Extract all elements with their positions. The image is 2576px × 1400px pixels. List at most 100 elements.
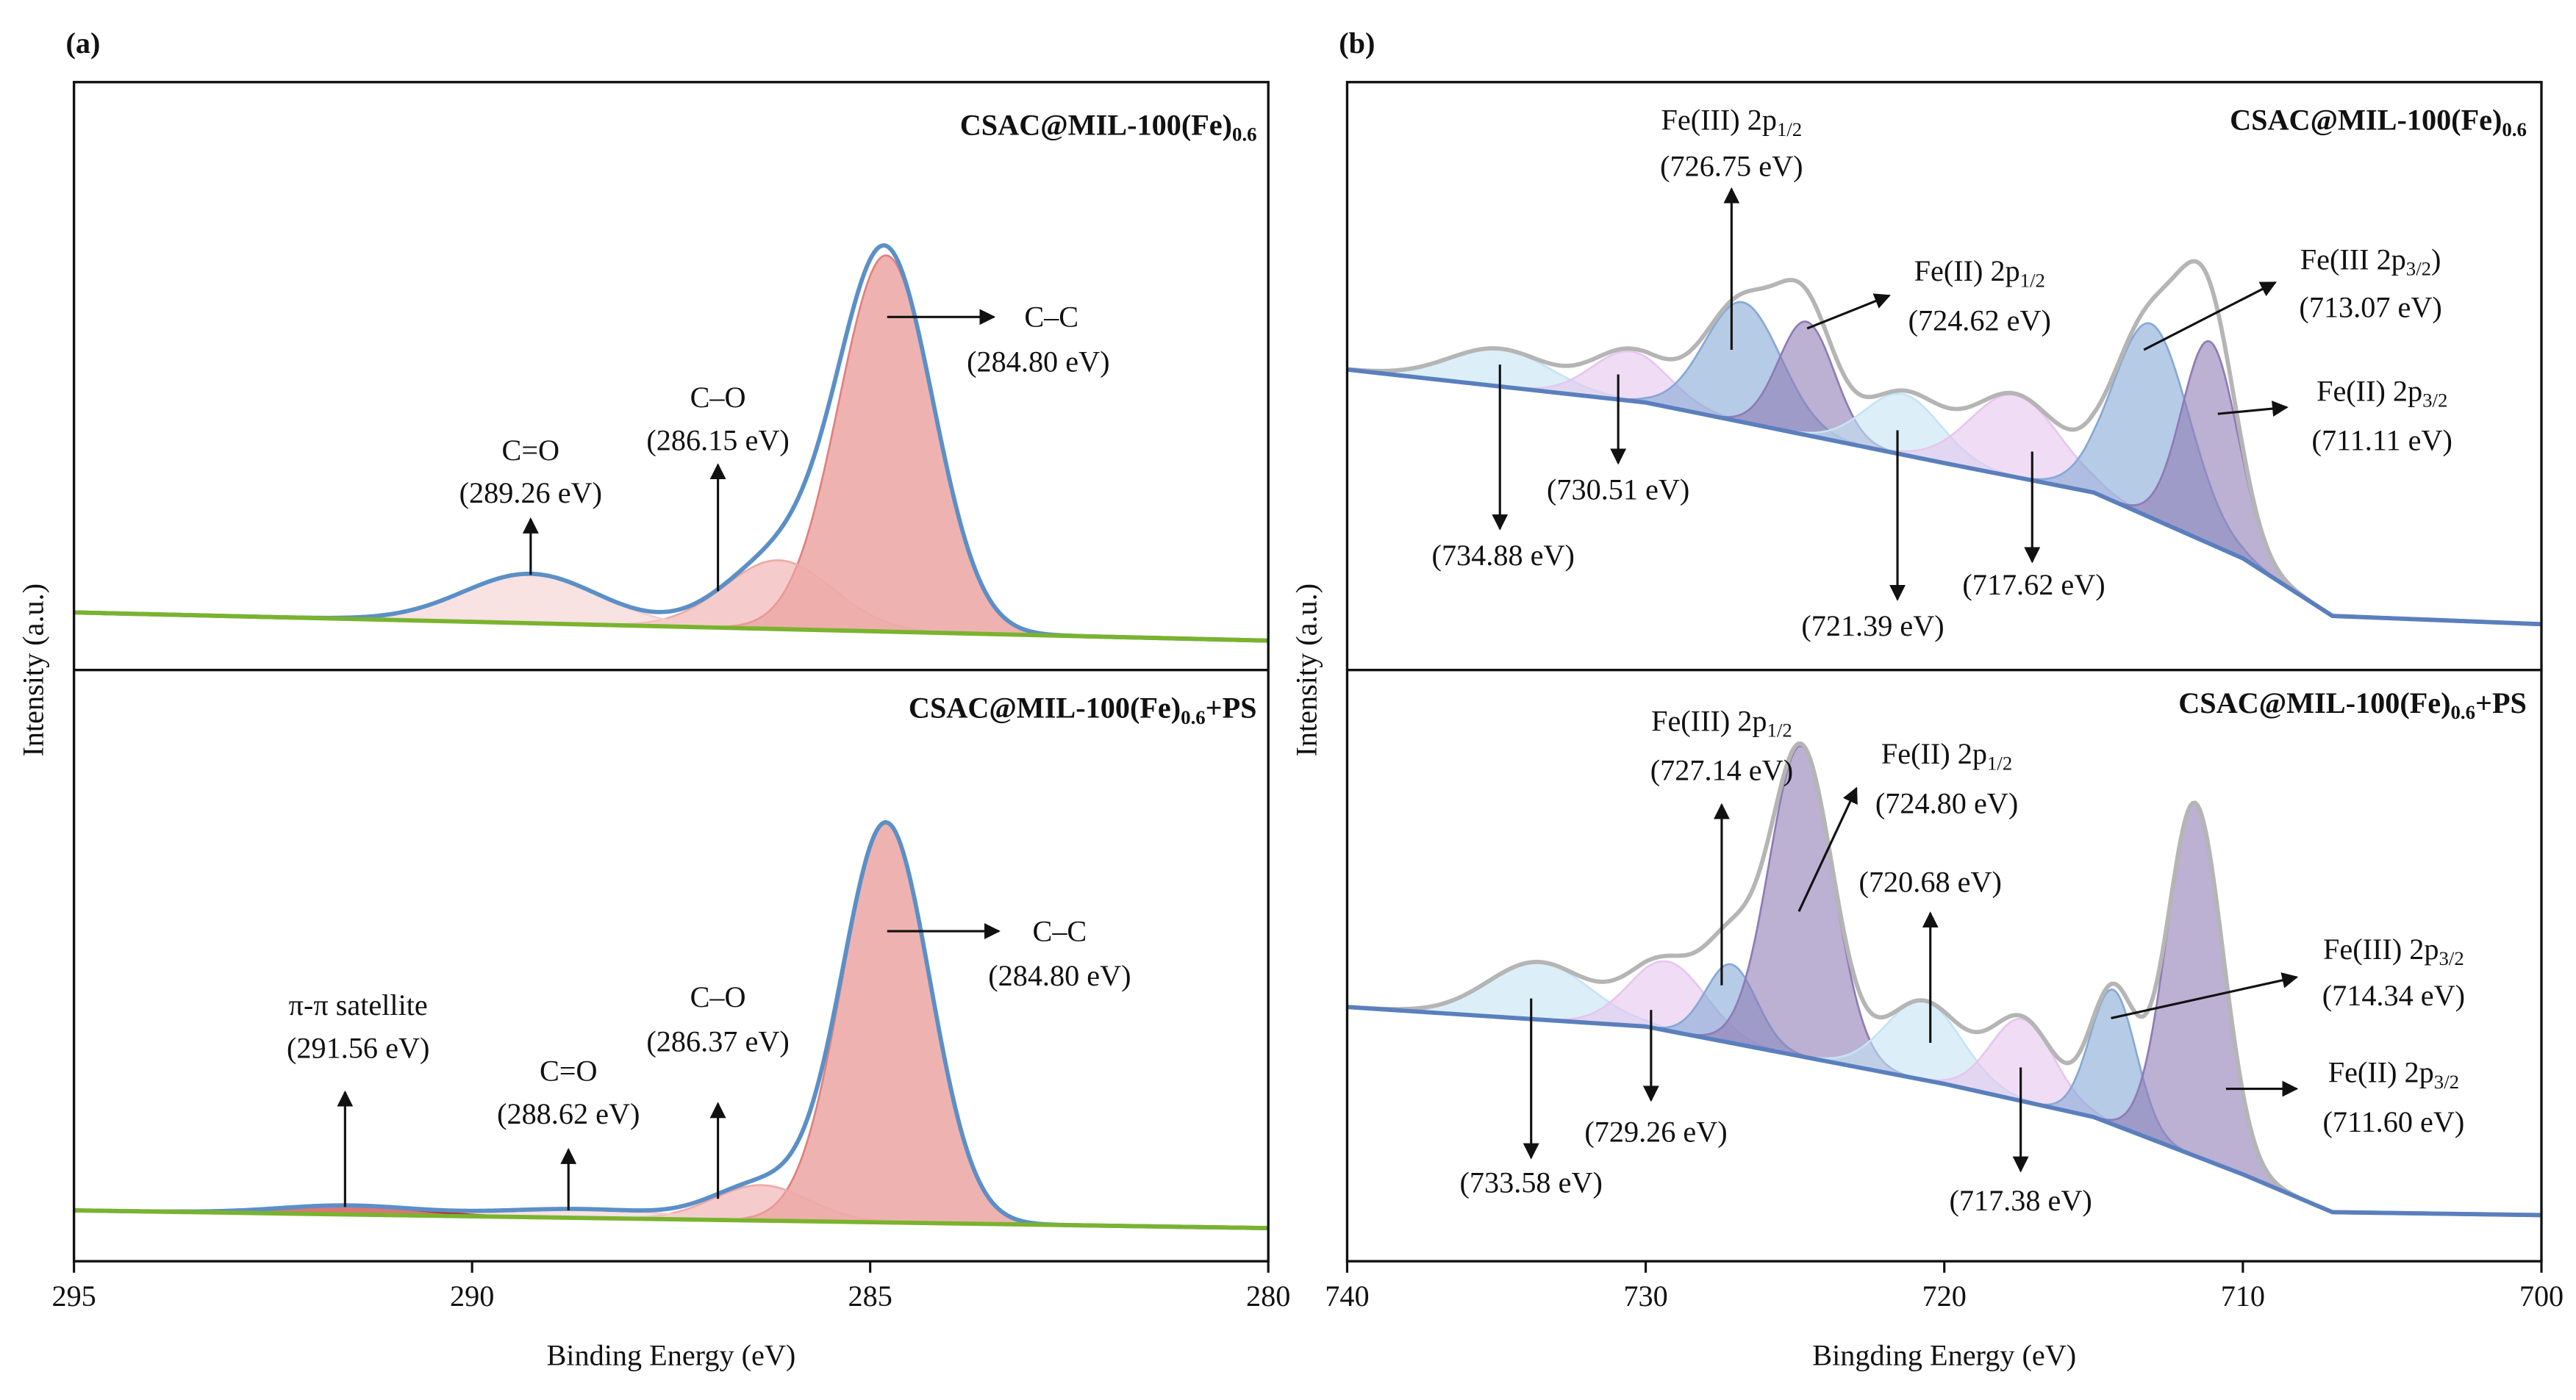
peak-label: C–O <box>690 381 746 414</box>
plot-area <box>1346 259 2542 627</box>
x-tick-label: 285 <box>848 1279 892 1313</box>
y-axis-label: Intensity (a.u.) <box>1289 584 1323 757</box>
peak-label-sub: 1/2 <box>1777 118 1802 140</box>
peak-position: (727.14 eV) <box>1650 754 1793 787</box>
x-tick-label: 720 <box>1922 1279 1967 1313</box>
title-suffix: +PS <box>2475 686 2527 719</box>
peak-label: Fe(II) 2p1/2 <box>1881 737 2012 774</box>
peak-label: Fe(II) 2p3/2 <box>2328 1056 2459 1093</box>
peak-label-sub: 1/2 <box>1767 719 1792 742</box>
peak-label: π-π satellite <box>289 988 428 1022</box>
background-line <box>74 1208 1269 1231</box>
arrow <box>2143 281 2277 351</box>
peak-label-tail: ) <box>2431 243 2441 276</box>
background-line <box>1347 367 2542 627</box>
peak-label-main: Fe(II) 2p <box>2316 375 2422 408</box>
panel-title: CSAC@MIL-100(Fe)0.6 <box>2230 104 2527 140</box>
panel-label: (a) <box>65 26 100 60</box>
peak-label: Fe(III) 2p1/2 <box>1661 104 1802 140</box>
peak-label-main: Fe(II) 2p <box>1881 737 1987 770</box>
x-tick-label: 730 <box>1623 1279 1667 1313</box>
peak-position: (729.26 eV) <box>1584 1115 1727 1148</box>
peak-label: Fe(II) 2p1/2 <box>1914 254 2045 291</box>
peak-position: (714.34 eV) <box>2322 979 2465 1012</box>
x-tick-label: 280 <box>1246 1279 1290 1313</box>
peak-label: Fe(III) 2p3/2 <box>2323 933 2464 969</box>
peak-label-main: C–O <box>690 381 746 414</box>
panel-title: CSAC@MIL-100(Fe)0.6+PS <box>2178 686 2527 723</box>
peak-position: (724.62 eV) <box>1908 304 2051 337</box>
peak-label-sub: 1/2 <box>1987 752 2012 774</box>
title-main: CSAC@MIL-100(Fe) <box>2230 104 2502 137</box>
x-tick-label: 740 <box>1325 1279 1369 1313</box>
peak-position: (284.80 eV) <box>988 959 1131 992</box>
y-axis-label: Intensity (a.u.) <box>16 584 49 757</box>
peak-label-main: C=O <box>502 434 560 467</box>
plot-area <box>74 243 1269 643</box>
peak-label-main: π-π satellite <box>289 988 428 1022</box>
title-main: CSAC@MIL-100(Fe) <box>2178 686 2450 719</box>
peak-position: (726.75 eV) <box>1660 149 1803 182</box>
title-sub: 0.6 <box>1232 123 1256 146</box>
peak-label-sub: 3/2 <box>2439 947 2464 969</box>
peak-label: C=O <box>502 434 560 467</box>
title-suffix: +PS <box>1206 692 1257 725</box>
peak-position: (730.51 eV) <box>1547 473 1689 506</box>
x-tick-label: 700 <box>2519 1279 2564 1313</box>
peak-label: C–C <box>1033 915 1087 948</box>
panel-title: CSAC@MIL-100(Fe)0.6 <box>960 109 1257 146</box>
peak-position: (713.07 eV) <box>2299 291 2441 324</box>
peak-label-main: Fe(III) 2p <box>2323 933 2439 966</box>
peak-label-main: Fe(II) 2p <box>2328 1056 2434 1089</box>
peak-label-main: Fe(III 2p <box>2300 243 2406 276</box>
peak-position: (289.26 eV) <box>459 476 602 509</box>
peak-label-sub: 3/2 <box>2422 390 2447 412</box>
peak-position: (286.37 eV) <box>646 1024 789 1058</box>
peak-label-main: Fe(III) 2p <box>1651 705 1767 738</box>
background-line <box>74 610 1269 643</box>
title-sub: 0.6 <box>2502 118 2526 140</box>
peak-label: C–O <box>690 980 746 1013</box>
peak-position: (291.56 eV) <box>287 1031 429 1064</box>
x-tick-label: 295 <box>51 1279 96 1313</box>
arrow <box>1797 786 1858 912</box>
peak-position: (286.15 eV) <box>646 424 789 457</box>
x-axis-label: Binding Energy (eV) <box>546 1338 795 1371</box>
peak-position: (720.68 eV) <box>1859 866 2002 899</box>
peak-position: (721.39 eV) <box>1801 609 1944 642</box>
x-tick-label: 290 <box>450 1279 494 1313</box>
peak-position: (711.60 eV) <box>2322 1105 2464 1138</box>
panel-label: (b) <box>1339 26 1375 60</box>
peak-position: (711.11 eV) <box>2312 424 2452 457</box>
peak-label: Fe(III 2p3/2) <box>2300 243 2441 280</box>
peak-label: Fe(II) 2p3/2 <box>2316 375 2447 412</box>
peak-label-main: Fe(II) 2p <box>1914 254 2020 287</box>
peak-position: (288.62 eV) <box>497 1097 640 1130</box>
peak-position: (717.62 eV) <box>1962 568 2105 601</box>
peak-position: (717.38 eV) <box>1949 1184 2092 1217</box>
peak-label-sub: 3/2 <box>2406 258 2431 280</box>
peak-position: (734.88 eV) <box>1432 539 1575 572</box>
peak-label-main: Fe(III) 2p <box>1661 104 1776 137</box>
peak-label-main: C–O <box>690 980 746 1013</box>
peak-label: C=O <box>540 1055 598 1088</box>
arrow <box>2111 972 2299 1019</box>
peak-position: (284.80 eV) <box>967 345 1109 378</box>
x-tick-label: 710 <box>2221 1279 2265 1313</box>
peak-label: C–C <box>1024 301 1078 334</box>
background-line <box>1347 1005 2542 1218</box>
arrow <box>1806 293 1891 330</box>
peak-label-main: C=O <box>540 1055 598 1088</box>
title-sub: 0.6 <box>2451 701 2476 723</box>
peak-position: (733.58 eV) <box>1460 1166 1603 1199</box>
x-axis-label: Bingding Energy (eV) <box>1812 1338 2076 1371</box>
title-main: CSAC@MIL-100(Fe) <box>960 109 1232 142</box>
arrow <box>2217 401 2289 417</box>
peak-label-main: C–C <box>1024 301 1078 334</box>
peak-label-sub: 1/2 <box>2020 270 2045 292</box>
title-main: CSAC@MIL-100(Fe) <box>909 692 1181 725</box>
peak-label-main: C–C <box>1033 915 1087 948</box>
